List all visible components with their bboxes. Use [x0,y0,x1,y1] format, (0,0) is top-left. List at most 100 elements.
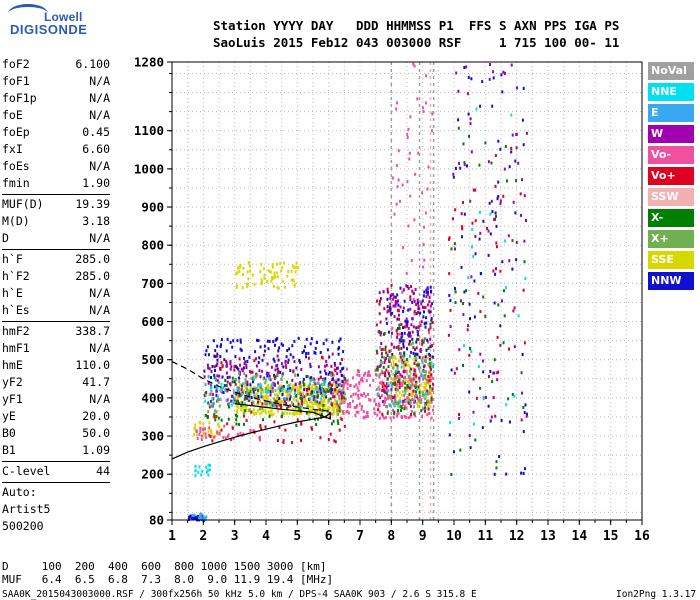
param-value: 19.39 [75,197,110,211]
echo-point-x [403,353,406,357]
y-tick-label: 500 [141,352,164,367]
echo-point-nne [205,465,208,469]
echo-point-w [381,389,384,393]
echo-point-sse [427,405,430,409]
echo-point-vo [472,188,475,192]
echo-point-w [275,364,278,368]
echo-point-w [318,401,321,405]
echo-point-vo [346,367,348,371]
echo-point-nnw [194,516,196,520]
echo-point-vo [334,388,337,392]
echo-point-nnw [252,380,254,384]
echo-point-vo [362,410,365,414]
echo-point-x [415,337,418,341]
echo-point-vo [497,370,500,374]
echo-point-x [415,386,417,389]
echo-point-vo [429,365,432,369]
echo-point-sse [260,278,263,282]
echo-point-nnw [325,395,328,399]
echo-point-x [515,179,517,183]
echo-point-nnw [191,516,194,519]
echo-point-x [384,348,387,351]
echo-point-sse [263,273,266,277]
echo-point-x [469,199,472,203]
echo-point-sse [332,412,335,416]
echo-point-vo [448,237,450,241]
echo-point-w [203,375,206,379]
echo-point-nnw [210,376,212,379]
x-tick-label: 4 [262,529,270,544]
echo-point-sse [332,388,335,392]
echo-point-x [404,389,406,393]
echo-point-x [396,364,399,368]
footer-version: Ion2Png 1.3.17 [616,589,697,600]
echo-point-nnw [459,166,462,170]
echo-point-nne [211,402,214,406]
echo-point-w [225,364,228,368]
echo-point-x [309,379,312,383]
echo-point-sse [301,391,304,395]
echo-point-vo [381,380,384,384]
echo-point-sse [261,280,263,284]
echo-point-nnw [418,355,421,359]
echo-point-noval [302,393,304,397]
echo-point-sse [295,261,298,265]
echo-point-w [380,348,383,352]
echo-point-nnw [416,352,419,356]
echo-point-nnw [402,339,405,343]
echo-point-w [405,284,408,288]
echo-point-sse [251,273,254,277]
echo-point-x [307,397,310,401]
echo-point-vo [243,414,245,418]
echo-point-sse [400,393,403,397]
echo-point-e [214,378,217,382]
echo-point-nnw [423,322,426,326]
echo-point-vo [461,227,464,231]
echo-point-sse [278,391,281,395]
echo-point-vo [496,245,498,249]
echo-point-x [400,409,402,412]
echo-point-nnw [219,345,222,349]
echo-point-vo [300,422,303,426]
echo-point-vo [259,425,262,429]
echo-point-vo [361,394,364,397]
echo-point-vo [357,410,360,414]
echo-point-vo [431,344,434,347]
echo-point-vo [421,356,424,360]
echo-point-nnw [232,339,235,343]
echo-point-x [204,391,207,395]
echo-point-e [207,375,210,378]
echo-point-w [303,395,306,399]
echo-point-x [459,448,462,452]
echo-point-w [429,367,432,371]
echo-point-sse [404,359,407,363]
echo-point-vo [220,361,223,365]
echo-point-x [414,382,417,386]
echo-point-x [386,377,389,381]
echo-point-w [325,359,328,363]
echo-point-sse [262,389,265,393]
echo-point-w [525,131,528,135]
echo-point-x [491,380,494,383]
echo-point-vo [385,351,388,355]
echo-point-nnw [473,279,476,283]
echo-point-sse [271,263,274,266]
echo-point-x [427,363,430,366]
echo-point-vo [502,194,505,198]
echo-point-w [412,373,415,377]
auto-info-line: Auto: [2,485,37,499]
param-row: yF2 41.7 [2,374,110,391]
echo-point-e [270,401,273,405]
echo-point-nnw [412,351,415,355]
echo-point-nnw [219,355,222,358]
echo-point-vo [382,388,385,392]
echo-point-vo [387,309,390,313]
echo-point-nnw [479,272,482,275]
echo-point-nne [482,397,485,401]
echo-point-e [421,391,424,395]
echo-point-vo [413,64,416,68]
echo-point-x [343,396,346,400]
echo-point-sse [246,398,249,402]
echo-point-vo [278,425,281,429]
echo-point-nnw [408,340,411,343]
